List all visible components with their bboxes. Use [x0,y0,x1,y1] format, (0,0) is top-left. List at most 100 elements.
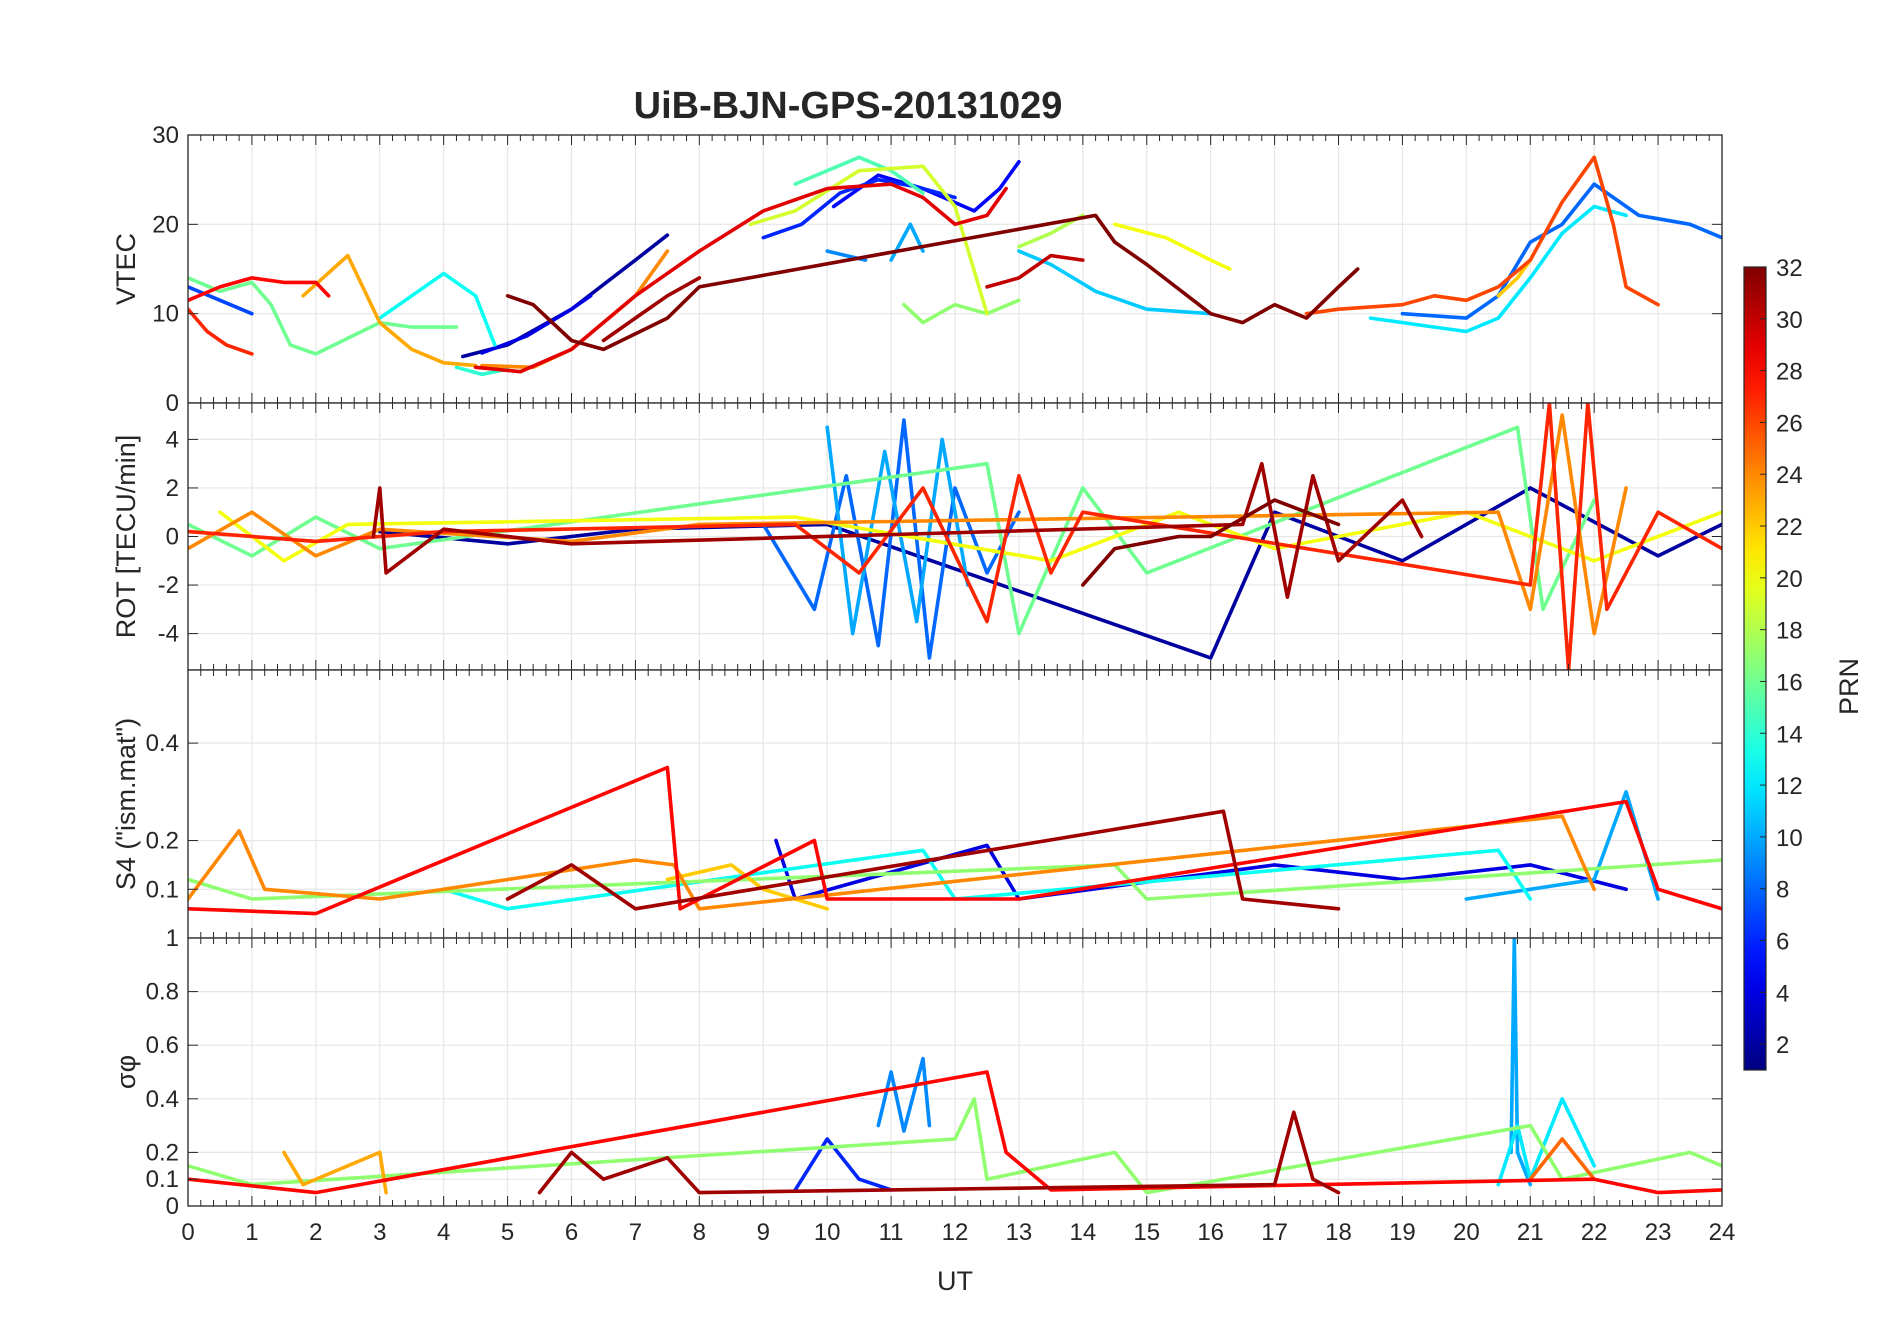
series-line-prn-31 [371,461,1424,599]
y-axis-label: σφ [111,1055,141,1089]
series-line-prn-2 [378,486,1722,660]
y-tick-label: 0.4 [146,730,179,757]
y-tick-label: 0.1 [146,876,179,903]
x-tick-label: 15 [1133,1219,1160,1246]
colorbar-tick-label: 10 [1776,825,1803,852]
colorbar-tick-label: 14 [1776,721,1803,748]
series-line-prn-32 [505,213,1360,352]
y-tick-label: 0.1 [146,1166,179,1193]
colorbar-tick-label: 20 [1776,566,1803,593]
x-tick-label: 7 [629,1219,642,1246]
series-group [188,938,1722,1195]
y-tick-label: 0.4 [146,1086,179,1113]
series-line-prn-25 [1528,1137,1596,1181]
series-line-prn-17 [188,1097,1722,1195]
x-tick-label: 4 [437,1219,450,1246]
series-line-prn-31 [505,809,1341,911]
x-tick-label: 14 [1069,1219,1096,1246]
series-line-prn-22 [1496,258,1533,298]
series-line-prn-26 [1304,155,1660,316]
series-group [188,155,1722,377]
series-line-prn-15 [793,155,925,195]
series-line-prn-20 [1113,222,1232,271]
x-tick-label: 6 [565,1219,578,1246]
series-line-prn-16 [188,425,1596,636]
y-tick-label: 0.6 [146,1032,179,1059]
y-tick-label: 0 [166,1193,179,1220]
series-line-prn-28 [188,765,1722,916]
series-line-prn-28 [188,1070,1722,1195]
series-line-prn-8 [761,418,1021,660]
x-tick-label: 13 [1006,1219,1033,1246]
series-line-prn-4 [480,294,593,355]
series-line-prn-32 [1081,498,1341,587]
series-line-prn-16 [188,276,459,356]
colorbar-tick-label: 24 [1776,462,1803,489]
series-line-prn-29 [473,182,1008,374]
series-line-prn-10 [889,222,925,262]
colorbar-tick-label: 26 [1776,410,1803,437]
x-tick-label: 22 [1581,1219,1608,1246]
colorbar-tick-label: 30 [1776,307,1803,334]
colorbar-tick-label: 8 [1776,877,1789,904]
x-tick-label: 21 [1517,1219,1544,1246]
series-line-prn-24 [188,814,1596,911]
x-tick-label: 23 [1645,1219,1672,1246]
panel-rot: -4 -2 0 2 4 ROT [TECU/min] [111,402,1723,671]
y-axis-label: S4 ("ism.mat") [111,718,141,890]
x-tick-label: 20 [1453,1219,1480,1246]
colorbar-label: PRN [1834,658,1864,715]
series-line-prn-23 [301,253,478,368]
y-tick-label: 0.2 [146,828,179,855]
x-tick-label: 0 [181,1219,194,1246]
panel-sigma_phi: 00.10.2 0.4 0.6 0.8 1 σφ [111,925,1723,1220]
colorbar-gradient [1743,266,1767,1071]
series-line-prn-31 [537,1110,1341,1195]
x-tick-label: 3 [373,1219,386,1246]
x-axis-label: UT [937,1266,973,1296]
x-tick-label: 16 [1197,1219,1224,1246]
panel-s4: 0.1 0.2 0.4S4 ("ism.mat") [111,669,1723,939]
panel-vtec: 0 10 20 30 VTEC [111,122,1723,417]
y-tick-label: 1 [166,925,179,952]
y-tick-label: -4 [158,621,179,648]
y-axis-label: ROT [TECU/min] [111,435,141,639]
colorbar-tick-label: 32 [1776,255,1803,282]
x-tick-label: 1 [245,1219,258,1246]
series-line-prn-28 [188,276,331,303]
colorbar-tick-label: 12 [1776,773,1803,800]
colorbar-tick-label: 4 [1776,980,1789,1007]
y-tick-label: 20 [152,211,179,238]
series-line-prn-11 [1017,249,1213,316]
y-tick-label: 10 [152,301,179,328]
series-line-prn-17 [902,298,1021,325]
x-tick-label: 12 [942,1219,969,1246]
series-line-prn-12 [1368,204,1628,334]
y-tick-label: 0 [166,524,179,551]
x-tick-label: 19 [1389,1219,1416,1246]
series-line-prn-13 [378,271,497,347]
y-tick-label: 30 [152,122,179,149]
colorbar-tick-label: 22 [1776,514,1803,541]
x-tick-label: 10 [814,1219,841,1246]
x-tick-label: 8 [693,1219,706,1246]
series-line-prn-8 [1400,182,1722,320]
colorbar-tick-label: 2 [1776,1032,1789,1059]
series-group [188,765,1722,916]
colorbar-tick-label: 16 [1776,669,1803,696]
colorbar-tick-label: 6 [1776,928,1789,955]
colorbar-tick-label: 18 [1776,618,1803,645]
y-tick-label: 0.8 [146,979,179,1006]
series-line-prn-6 [793,1137,893,1192]
y-tick-label: 2 [166,475,179,502]
series-line-prn-31 [601,276,702,343]
y-axis-label: VTEC [111,233,141,305]
series-line-prn-30 [985,253,1085,289]
series-line-prn-7 [188,285,254,316]
x-tick-label: 11 [879,1219,904,1246]
x-tick-label: 5 [501,1219,514,1246]
